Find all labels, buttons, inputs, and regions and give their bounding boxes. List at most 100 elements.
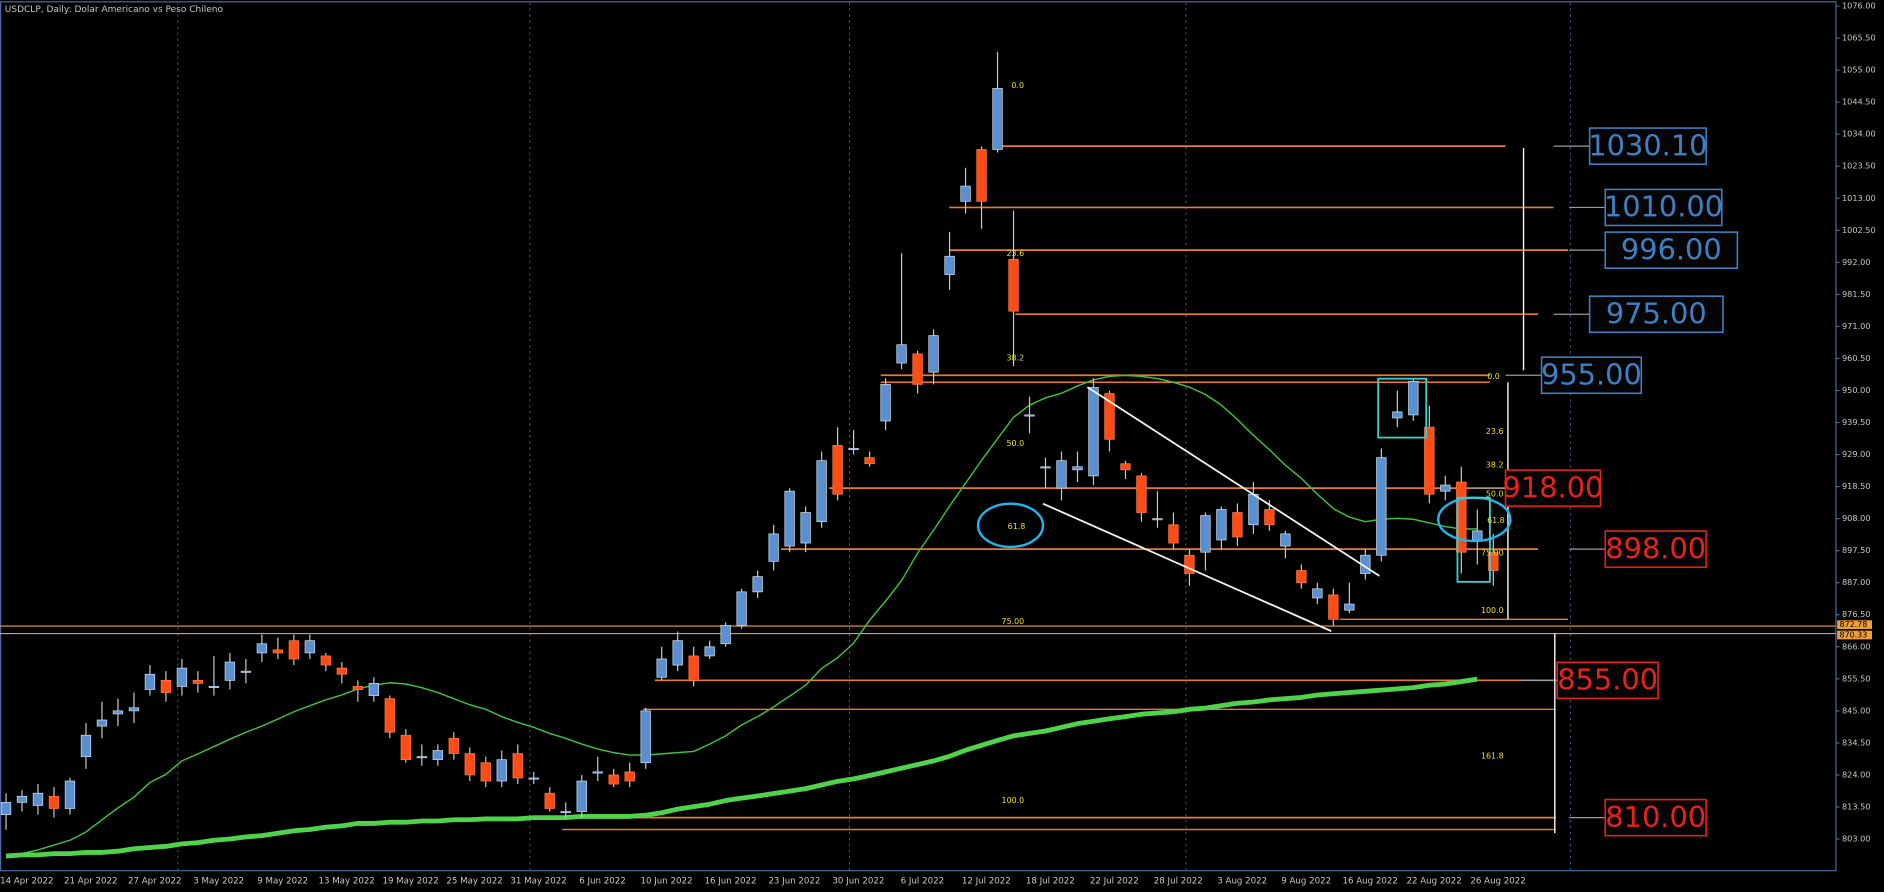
candle-body (880, 384, 891, 422)
candle-body (1040, 466, 1051, 469)
x-tick-label: 9 Aug 2022 (1281, 877, 1331, 887)
candle-body (1152, 518, 1163, 521)
candle-body (544, 792, 555, 809)
fib-label: 161.8 (1481, 752, 1504, 761)
level-label: 1010.00 (1604, 190, 1723, 224)
candle-body (1088, 387, 1099, 477)
fib-label: 50.0 (1006, 439, 1024, 448)
candle-body (752, 576, 763, 593)
fib-label: 100.0 (1481, 606, 1504, 615)
candle-body (336, 667, 348, 675)
y-tick-label: 971.00 (1842, 321, 1871, 331)
y-tick-label: 1065.50 (1842, 33, 1876, 43)
candle-body (1408, 380, 1419, 416)
moving-averages (5, 374, 1478, 859)
x-tick-label: 26 Aug 2022 (1470, 877, 1525, 887)
level-label: 855.00 (1557, 663, 1658, 697)
candle-body (1216, 509, 1227, 541)
fib-label: 50.0 (1486, 490, 1504, 499)
candle-body (496, 759, 507, 782)
level-box (1504, 469, 1602, 507)
fib-label: 38.2 (1486, 461, 1504, 470)
plot-frame (0, 1, 1837, 872)
x-tick-label: 25 May 2022 (446, 877, 502, 887)
candle-body (576, 780, 587, 812)
candle-body (480, 762, 491, 782)
candle-body (32, 792, 44, 806)
y-tick-label: 834.50 (1842, 737, 1871, 747)
x-tick-label: 21 Apr 2022 (64, 877, 117, 887)
x-tick-label: 3 Aug 2022 (1217, 877, 1267, 887)
x-tick-label: 22 Aug 2022 (1406, 877, 1461, 887)
y-tick-label: 1023.50 (1842, 161, 1876, 171)
fib-label: 61.8 (1008, 522, 1026, 531)
x-tick-label: 28 Jul 2022 (1154, 877, 1203, 887)
y-tick-label: 950.00 (1842, 385, 1871, 395)
candle-body (816, 460, 827, 523)
current-price-label: 870.33 (1840, 631, 1868, 640)
candle-body (960, 185, 971, 202)
candle-body (80, 734, 92, 757)
candle-body (1168, 524, 1179, 544)
candle-body (1072, 466, 1083, 471)
y-tick-label: 1044.50 (1842, 97, 1876, 107)
candle-body (1296, 570, 1307, 584)
y-tick-label: 866.00 (1842, 641, 1871, 651)
fib-label: 75.00 (1002, 617, 1025, 626)
candle-body (304, 640, 316, 654)
moving-average (5, 374, 1478, 858)
x-tick-label: 22 Jul 2022 (1090, 877, 1139, 887)
level-box (1604, 188, 1723, 227)
candle-body (1328, 594, 1339, 620)
candle-body (176, 667, 188, 687)
candle-body (256, 643, 268, 654)
candle-body (896, 344, 907, 364)
candle-body (1104, 393, 1115, 440)
candle-body (992, 88, 1003, 150)
fib-label: 0.0 (1487, 372, 1500, 381)
separators (177, 2, 1571, 871)
candle-body (320, 655, 332, 666)
candle-body (560, 811, 571, 814)
candle-body (160, 679, 172, 693)
y-tick-label: 908.00 (1842, 513, 1871, 523)
y-tick-label: 897.50 (1842, 545, 1871, 555)
y-tick-label: 1002.50 (1842, 225, 1876, 235)
x-tick-label: 23 Jun 2022 (768, 877, 820, 887)
candle-body (688, 655, 699, 681)
candle-body (1232, 512, 1243, 538)
x-tick-label: 16 Aug 2022 (1342, 877, 1397, 887)
candle-body (64, 780, 76, 809)
level-label: 1030.10 (1588, 128, 1707, 162)
candle-body (272, 649, 284, 654)
candle-body (784, 490, 795, 547)
candle-body (656, 658, 667, 678)
level-label: 898.00 (1605, 531, 1706, 565)
y-tick-label: 824.00 (1842, 769, 1871, 779)
candle-body (464, 753, 475, 776)
candle-body (16, 795, 28, 803)
candle-body (384, 698, 395, 733)
candle-body (1456, 481, 1467, 553)
y-tick-label: 855.50 (1842, 673, 1871, 683)
candle-body (1248, 493, 1259, 526)
current-price-box (1837, 620, 1872, 629)
candle-body (912, 353, 923, 385)
level-label: 975.00 (1606, 296, 1707, 330)
y-tick-label: 981.50 (1842, 289, 1871, 299)
drawings (976, 147, 1556, 834)
candle-body (224, 661, 236, 681)
candle-body (1184, 554, 1195, 574)
y-tick-label: 1055.00 (1842, 65, 1876, 75)
candle-body (1488, 551, 1499, 571)
candle-body (640, 710, 651, 764)
candle-body (1376, 457, 1387, 556)
x-tick-label: 27 Apr 2022 (128, 877, 181, 887)
candle-body (432, 750, 443, 761)
chart-title: USDCLP, Daily: Dolar Americano vs Peso C… (5, 5, 224, 15)
y-tick-label: 918.50 (1842, 481, 1871, 491)
y-tick-label: 929.00 (1842, 449, 1871, 459)
y-tick-label: 813.50 (1842, 801, 1871, 811)
level-label: 918.00 (1503, 470, 1604, 504)
